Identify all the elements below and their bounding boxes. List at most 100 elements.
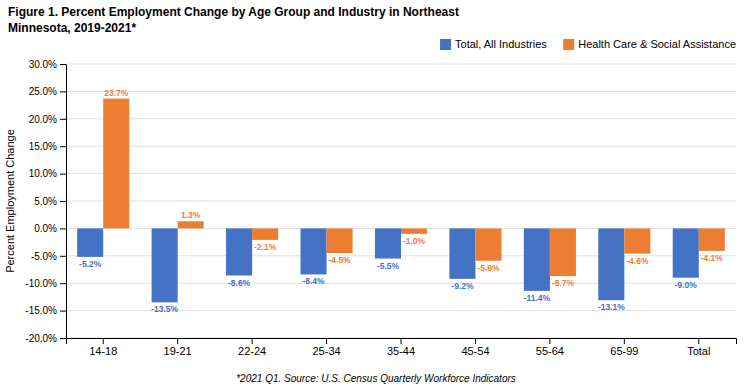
data-label: -13.5% [151,304,178,314]
x-axis: 14-1819-2122-2425-3435-4445-5455-6465-99… [67,338,737,357]
bar [699,228,725,250]
x-tick: 55-64 [536,338,564,357]
y-tick-label: 30.0% [29,59,57,70]
y-axis-line [60,65,67,339]
data-label: -8.7% [552,278,575,288]
y-tick: -5.0% [31,251,66,262]
data-label: -5.2% [79,259,102,269]
x-tick-mark [401,338,402,344]
y-tick: -20.0% [25,333,66,344]
x-tick-label: 25-34 [312,345,340,357]
bar [178,221,204,228]
x-tick: 22-24 [238,338,266,357]
y-tick-mark [60,201,66,202]
y-tick-mark [60,91,66,92]
y-tick-label: -5.0% [31,251,57,262]
data-label: -9.0% [675,280,698,290]
subtitle: Minnesota, 2019-2021* [8,21,136,35]
x-tick-label: Total [687,345,710,357]
plot: -5.2% -13.5% -8.6% -8.4% -5.5% -9.2% -11.4% -13… [25,59,736,357]
grid-line [66,64,736,65]
data-label: -1.0% [403,236,426,246]
data-label: -11.4% [524,293,551,303]
data-label: -4.6% [626,256,649,266]
bar [449,228,475,278]
data-label: -4.5% [328,255,351,265]
data-labels: -5.2% -13.5% -8.6% -8.4% -5.5% -9.2% -11.4% -13… [79,88,723,315]
y-tick-label: -10.0% [25,278,57,289]
y-tick-mark [60,119,66,120]
x-tick-label: 65-99 [610,345,638,357]
y-tick-mark [60,228,66,229]
y-tick-mark [60,338,66,339]
data-label: 1.3% [181,210,201,220]
data-label: -8.4% [302,276,325,286]
data-label: -9.2% [451,281,474,291]
y-tick-label: -15.0% [25,305,57,316]
x-tick-mark [624,338,625,344]
data-label: -8.6% [228,278,251,288]
y-tick-mark [60,146,66,147]
x-tick-mark [252,338,253,344]
data-label: -5.9% [477,263,500,273]
y-tick-mark [60,283,66,284]
y-tick-label: 20.0% [29,114,57,125]
x-tick-mark [698,338,699,344]
y-tick-label: 10.0% [29,168,57,179]
legend-item: Total, All Industries [440,38,547,50]
x-axis-line [67,339,737,345]
grid-line [66,173,736,174]
y-tick-mark [60,174,66,175]
x-tick: 14-18 [89,338,117,357]
data-label: 23.7% [104,88,129,98]
x-tick-label: 19-21 [164,345,192,357]
grid-line [66,91,736,92]
bar [598,228,624,300]
y-tick-mark [60,256,66,257]
x-tick-mark [549,338,550,344]
y-tick: 15.0% [29,141,66,152]
y-tick-label: 15.0% [29,141,57,152]
y-tick: 5.0% [34,196,66,207]
x-tick: 65-99 [610,338,638,357]
x-tick-mark [177,338,178,344]
bar [401,228,427,233]
x-tick: 19-21 [164,338,192,357]
y-tick: 0.0% [34,223,66,234]
chart: Figure 1. Percent Employment Change by A… [0,0,752,390]
bar [673,228,699,277]
bar [301,228,327,274]
y-axis: -20.0% -15.0% -10.0% -5.0% 0.0% 5.0% 10.0% 15.0… [25,59,66,344]
y-tick-mark [60,311,66,312]
x-tick-mark [103,338,104,344]
bar [624,228,650,253]
x-tick: 45-54 [461,338,489,357]
x-tick-mark [475,338,476,344]
legend-swatch [563,39,574,50]
grid-line [66,118,736,119]
legend-label: Health Care & Social Assistance [578,38,736,50]
data-label: -5.5% [377,261,400,271]
bar-series [77,228,699,302]
x-tick-label: 55-64 [536,345,564,357]
bar [77,228,103,256]
bar [375,228,401,258]
y-label: Percent Employment Change [4,129,16,273]
x-tick-label: 45-54 [461,345,489,357]
grid [66,64,736,338]
y-tick: 10.0% [29,168,66,179]
y-tick-label: 0.0% [34,223,57,234]
bar [475,228,501,260]
x-tick-mark [326,338,327,344]
x-tick: Total [687,338,710,357]
bar [226,228,252,275]
y-tick: 20.0% [29,114,66,125]
x-tick-label: 14-18 [89,345,117,357]
grid-line [66,201,736,202]
bar [152,228,178,302]
data-label: -13.1% [598,302,625,312]
bar [327,228,353,253]
legend-swatch [440,39,451,50]
y-tick-label: 25.0% [29,86,57,97]
data-label: -4.1% [701,253,724,263]
